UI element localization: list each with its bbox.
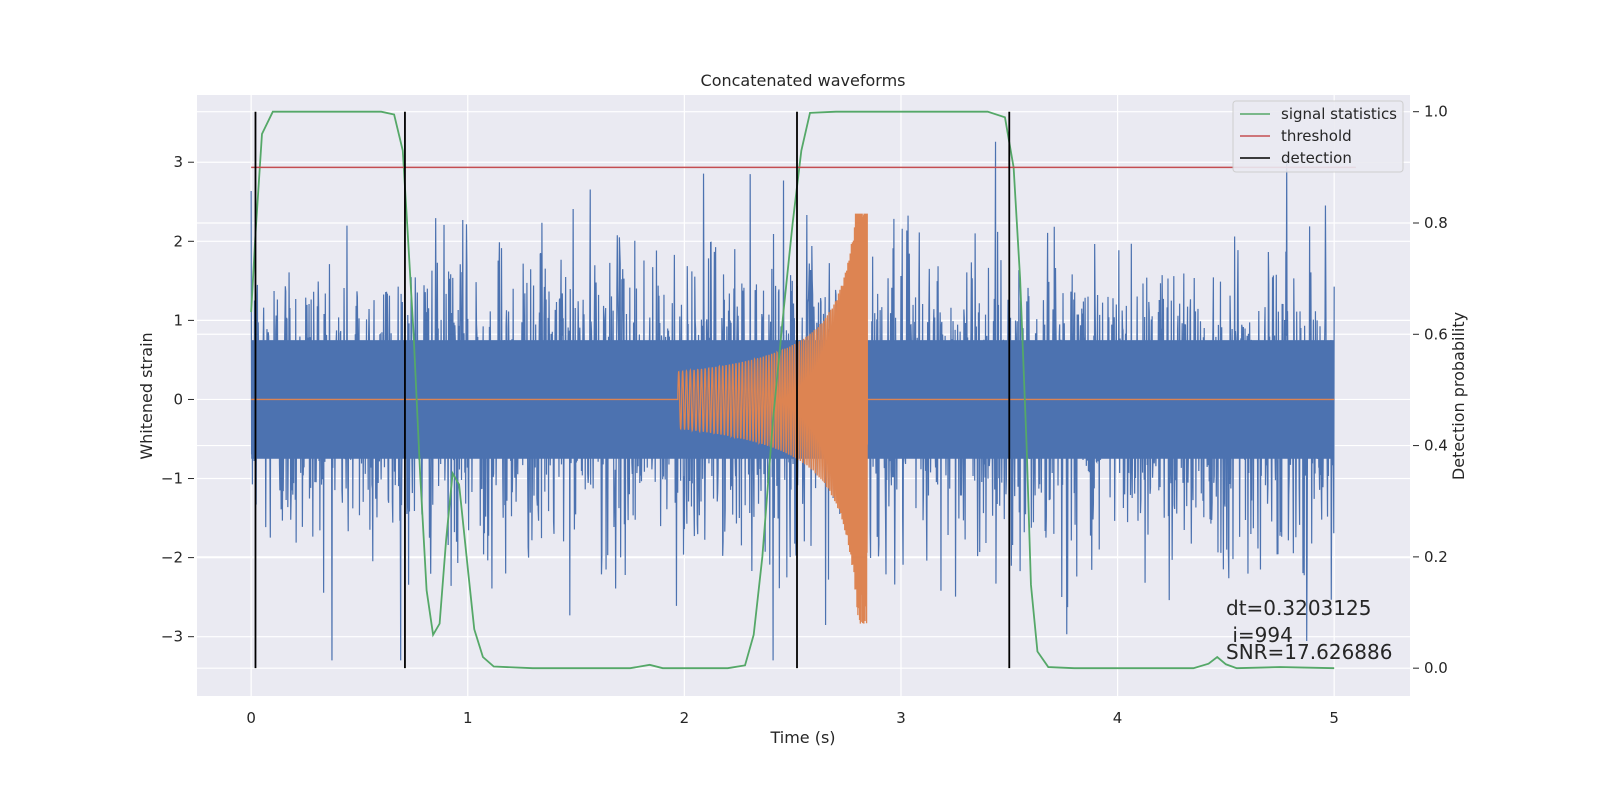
ticks: 0 1 2 3 4 5 −3 −2 −1 0 1 2 3 0.0 0.2 0.4 0.6 0.8 1.0 [161,103,1448,727]
y-tick-label: 3 [173,153,183,171]
y2-tick-label: 0.4 [1424,437,1448,455]
y-tick-label: −2 [161,549,183,567]
legend-box [1232,100,1404,173]
right-axis-series [250,110,1356,670]
y-tick-label: −3 [161,628,183,646]
y-tick-label: 2 [173,232,183,250]
x-tick-label: 0 [246,709,256,727]
x-tick-label: 1 [463,709,473,727]
x-tick-label: 3 [896,709,906,727]
legend: signal statistics threshold detection [1232,100,1404,173]
y2-tick-label: 0.0 [1424,659,1448,677]
x-tick-label: 2 [680,709,690,727]
x-tick-label: 5 [1329,709,1339,727]
y-tick-label: 1 [173,311,183,329]
x-tick-label: 4 [1113,709,1123,727]
y2-axis-label: Detection probability [1449,312,1468,480]
chart-title: Concatenated waveforms [701,71,906,90]
annotation-i: i=994 [1226,623,1293,647]
x-axis-label: Time (s) [769,728,835,747]
y2-tick-label: 1.0 [1424,103,1448,121]
y2-tick-label: 0.2 [1424,548,1448,566]
legend-label-signal-statistics: signal statistics [1281,105,1397,123]
annotation-snr: SNR=17.626886 [1226,640,1392,664]
annotation-dt: dt=0.3203125 [1226,596,1371,620]
y2-tick-label: 0.8 [1424,214,1448,232]
y-tick-label: −1 [161,470,183,488]
y-tick-label: 0 [173,390,183,408]
y2-tick-label: 0.6 [1424,325,1448,343]
legend-label-threshold: threshold [1281,127,1352,145]
legend-label-detection: detection [1281,149,1352,167]
y-axis-label: Whitened strain [137,332,156,459]
